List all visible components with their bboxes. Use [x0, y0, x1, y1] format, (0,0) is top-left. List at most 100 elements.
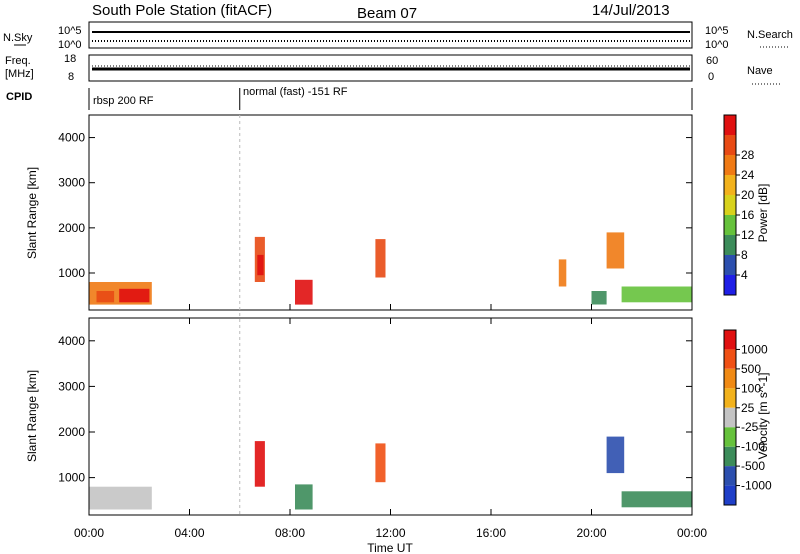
heatmap-cell-7 — [558, 259, 567, 287]
velocity-panel: 1000 2000 3000 4000 Slant Range [km] — [25, 317, 693, 516]
date-title: 14/Jul/2013 — [592, 2, 670, 19]
freq-label-line2: [MHz] — [5, 68, 34, 80]
heatmap-cell-6 — [375, 239, 386, 278]
heatmap-cell-10 — [621, 286, 692, 303]
power-heatmap-cells — [89, 232, 692, 305]
heatmap-cell-3 — [375, 443, 386, 483]
velocity-ylabel: Slant Range [km] — [25, 370, 39, 462]
colorbar-swatch-3 — [724, 215, 736, 235]
freq-tick-top: 18 — [64, 53, 76, 65]
colorbar-tick-label: -25 — [741, 420, 759, 434]
colorbar-swatch-8 — [724, 115, 736, 135]
colorbar-tick-label: 24 — [741, 168, 755, 182]
freq-label-line1: Freq. — [5, 55, 31, 67]
beam-title: Beam 07 — [357, 5, 417, 22]
nsearch-label: N.Search — [747, 29, 793, 41]
freq-tick-bottom: 8 — [68, 71, 74, 83]
colorbar-tick-label: -500 — [741, 459, 765, 473]
heatmap-cell-5 — [621, 491, 692, 508]
cpid-label: CPID — [6, 91, 32, 103]
power-colorbar-label: Power [dB] — [756, 184, 770, 243]
colorbar-swatch-1 — [724, 255, 736, 275]
colorbar-swatch-2 — [724, 446, 736, 467]
y-tick-label: 1000 — [58, 471, 85, 485]
velocity-y-ticks: 1000 2000 3000 4000 — [58, 334, 692, 485]
colorbar-tick-label: 8 — [741, 248, 748, 262]
nsky-tick-top: 10^5 — [58, 25, 82, 37]
velocity-panel-frame — [88, 317, 693, 516]
heatmap-cell-8 — [606, 232, 625, 269]
colorbar-frame — [723, 114, 737, 296]
colorbar-swatch-0 — [724, 485, 736, 505]
x-tick-label: 16:00 — [476, 526, 506, 540]
x-tick-label: 20:00 — [576, 526, 606, 540]
freq-panel-frame — [88, 54, 693, 82]
y-tick-label: 4000 — [58, 131, 85, 145]
y-tick-label: 3000 — [58, 176, 85, 190]
colorbar-swatch-8 — [724, 330, 736, 350]
y-tick-label: 2000 — [58, 425, 85, 439]
power-colorbar: 4 8 12 16 20 24 28 — [723, 114, 755, 296]
power-ylabel: Slant Range [km] — [25, 167, 39, 259]
velocity-heatmap-cells — [89, 436, 692, 510]
time-xlabel: Time UT — [367, 541, 413, 554]
nave-tick-bottom: 0 — [708, 71, 714, 83]
heatmap-cell-1 — [254, 441, 265, 487]
colorbar-tick-label: 4 — [741, 268, 748, 282]
station-title: South Pole Station (fitACF) — [92, 2, 272, 19]
heatmap-cell-4 — [257, 254, 264, 276]
colorbar-swatch-6 — [724, 368, 736, 389]
x-tick-label: 08:00 — [275, 526, 305, 540]
colorbar-tick-label: -100 — [741, 440, 765, 454]
colorbar-tick-label: 500 — [741, 362, 761, 376]
colorbar-swatch-4 — [724, 407, 736, 428]
heatmap-cell-0 — [89, 486, 152, 510]
nsky-label: N.Sky — [3, 32, 33, 44]
x-tick-label: 00:00 — [74, 526, 104, 540]
colorbar-swatch-4 — [724, 195, 736, 215]
time-x-ticks: 00:00 04:00 08:00 12:00 16:00 20:00 00:00 — [74, 304, 707, 540]
y-tick-label: 2000 — [58, 221, 85, 235]
nave-tick-top: 60 — [706, 55, 718, 67]
cpid-mode-1: rbsp 200 RF — [93, 95, 154, 107]
colorbar-swatch-6 — [724, 155, 736, 175]
colorbar-tick-label: 1000 — [741, 342, 768, 356]
colorbar-swatch-5 — [724, 388, 736, 408]
power-panel-frame — [88, 114, 693, 311]
nsearch-tick-top: 10^5 — [705, 25, 729, 37]
nsky-tick-bottom: 10^0 — [58, 39, 82, 51]
colorbar-swatch-3 — [724, 427, 736, 447]
colorbar-tick-label: -1000 — [741, 479, 772, 493]
nave-label: Nave — [747, 65, 773, 77]
colorbar-tick-label: 16 — [741, 208, 755, 222]
colorbar-frame — [723, 329, 737, 506]
colorbar-tick-label: 20 — [741, 188, 755, 202]
colorbar-swatch-0 — [724, 275, 736, 295]
power-panel: 1000 2000 3000 4000 Slant Range [km] — [25, 114, 693, 311]
velocity-colorbar: 1000 500 100 25 -25 -100 -500 -1000 — [723, 329, 772, 506]
cpid-mode-2: normal (fast) -151 RF — [243, 86, 348, 98]
power-y-ticks: 1000 2000 3000 4000 — [58, 131, 692, 280]
colorbar-swatch-7 — [724, 135, 736, 155]
colorbar-swatch-1 — [724, 466, 736, 486]
y-tick-label: 1000 — [58, 266, 85, 280]
y-tick-label: 3000 — [58, 379, 85, 393]
colorbar-tick-label: 100 — [741, 381, 761, 395]
heatmap-cell-2 — [96, 291, 115, 303]
colorbar-swatch-5 — [724, 175, 736, 195]
nsky-panel-frame — [88, 21, 693, 49]
colorbar-swatch-2 — [724, 235, 736, 255]
x-tick-label: 04:00 — [174, 526, 204, 540]
colorbar-tick-label: 12 — [741, 228, 755, 242]
y-tick-label: 4000 — [58, 334, 85, 348]
heatmap-cell-9 — [591, 291, 607, 305]
colorbar-tick-label: 25 — [741, 401, 755, 415]
nsearch-tick-bottom: 10^0 — [705, 39, 729, 51]
heatmap-cell-5 — [295, 279, 313, 305]
colorbar-swatch-7 — [724, 349, 736, 369]
heatmap-cell-1 — [119, 288, 150, 303]
velocity-colorbar-label: Velocity [m s^-1] — [756, 373, 770, 460]
colorbar-tick-label: 28 — [741, 148, 755, 162]
heatmap-cell-2 — [295, 484, 313, 510]
